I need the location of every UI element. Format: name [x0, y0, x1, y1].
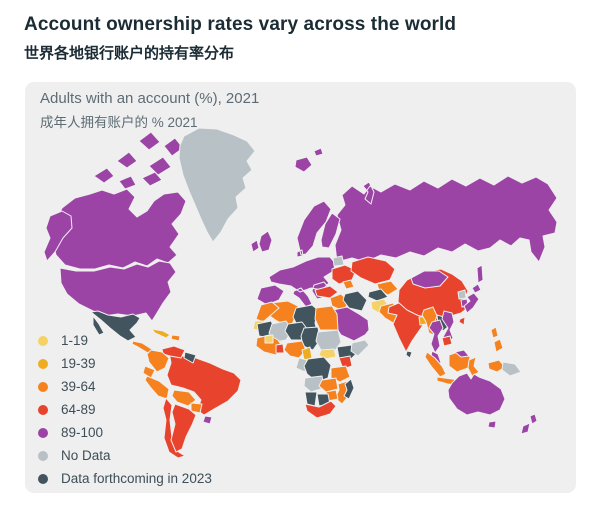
region-somalia — [350, 339, 370, 357]
region-paraguay — [190, 402, 203, 414]
map-legend: 1-19 19-39 39-64 64-89 89-100 No Data Data for… — [38, 329, 212, 490]
region-taiwan — [458, 316, 466, 326]
region-alaska — [43, 210, 73, 262]
region-kazakhstan — [350, 256, 396, 285]
region-sulawesi — [467, 356, 480, 377]
region-cambodia — [441, 335, 453, 347]
region-svalbard — [313, 147, 324, 157]
legend-label: 19-39 — [61, 356, 96, 371]
region-iran — [342, 290, 368, 312]
region-thailand — [428, 319, 444, 354]
region-congo-gabon — [295, 357, 308, 373]
legend-swatch — [38, 473, 48, 484]
legend-label: No Data — [61, 448, 111, 463]
region-argentina — [170, 403, 197, 453]
legend-label: 64-89 — [61, 402, 96, 417]
page-title: Account ownership rates vary across the … — [24, 14, 457, 35]
region-new-zealand — [520, 413, 538, 435]
legend-label: 89-100 — [61, 425, 104, 440]
region-belarus — [332, 255, 345, 267]
region-morocco — [255, 301, 280, 323]
region-chile — [162, 397, 186, 459]
region-tasmania — [487, 420, 497, 429]
legend-item: Data forthcoming in 2023 — [38, 467, 212, 490]
region-turkey — [314, 285, 339, 299]
region-iceland — [294, 156, 313, 173]
region-australia — [447, 372, 506, 416]
region-greenland — [178, 127, 256, 243]
region-colombia — [146, 349, 170, 373]
region-japan — [463, 283, 482, 314]
legend-swatch — [38, 335, 48, 346]
page-subtitle-zh: 世界各地银行账户的持有率分布 — [24, 45, 235, 62]
region-angola — [303, 375, 325, 393]
region-mali — [268, 320, 293, 343]
region-ukraine — [331, 264, 357, 285]
region-bolivia — [171, 389, 197, 407]
region-mongolia — [410, 270, 449, 289]
legend-item: 1-19 — [38, 329, 212, 352]
region-borneo-malaysia — [454, 349, 470, 358]
region-sumatra — [424, 351, 447, 378]
legend-item: 89-100 — [38, 421, 212, 444]
world-choropleth-map — [43, 127, 558, 459]
region-south-sudan — [318, 348, 337, 360]
region-canada — [51, 131, 187, 270]
region-russia — [334, 175, 558, 284]
region-sri-lanka — [405, 350, 413, 359]
chart-heading-zh: 成年人拥有账户的 % 2021 — [40, 115, 198, 130]
region-cameroon — [301, 346, 313, 361]
region-guinea — [264, 334, 274, 344]
legend-item: 19-39 — [38, 352, 212, 375]
region-philippines — [490, 326, 504, 353]
region-brazil — [166, 351, 242, 416]
region-papua-indonesia — [487, 359, 506, 373]
region-hispaniola — [170, 334, 181, 342]
region-kenya — [338, 355, 353, 370]
legend-item: No Data — [38, 444, 212, 467]
region-guyanas — [183, 351, 197, 364]
region-papua-new-guinea — [501, 361, 522, 377]
legend-item: 64-89 — [38, 398, 212, 421]
chart-heading: Adults with an account (%), 2021 — [40, 90, 260, 107]
region-north-korea — [457, 289, 467, 300]
legend-swatch — [38, 404, 48, 415]
legend-label: Data forthcoming in 2023 — [61, 471, 212, 486]
legend-swatch — [38, 450, 48, 461]
region-caucasus — [342, 279, 355, 290]
legend-swatch — [38, 427, 48, 438]
region-south-africa — [304, 400, 337, 419]
region-ghana — [275, 343, 285, 354]
legend-label: 39-64 — [61, 379, 96, 394]
legend-label: 1-19 — [61, 333, 89, 348]
legend-swatch — [38, 381, 48, 392]
region-mexico — [90, 310, 141, 342]
region-uruguay — [202, 415, 213, 425]
legend-item: 39-64 — [38, 375, 212, 398]
region-cuba — [151, 328, 171, 339]
legend-swatch — [38, 358, 48, 369]
region-usa — [59, 260, 177, 322]
region-chad — [300, 326, 321, 351]
region-egypt — [314, 305, 339, 331]
region-madagascar — [343, 378, 355, 400]
chart-panel: Adults with an account (%), 2021 成年人拥有账户… — [25, 82, 576, 493]
region-peru — [144, 375, 170, 400]
